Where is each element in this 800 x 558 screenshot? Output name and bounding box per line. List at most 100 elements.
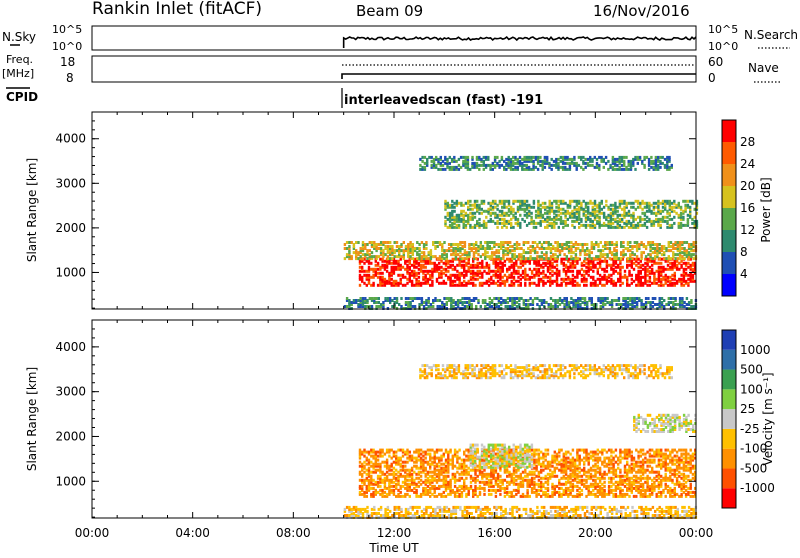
- echo-cell: [578, 156, 580, 159]
- echo-cell: [515, 469, 517, 472]
- echo-cell: [629, 249, 631, 252]
- echo-cell: [680, 212, 682, 215]
- echo-cell: [584, 243, 586, 246]
- echo-cell: [505, 253, 507, 256]
- echo-cell: [421, 160, 423, 163]
- echo-cell: [664, 200, 666, 203]
- echo-cell: [404, 451, 406, 454]
- echo-cell: [628, 226, 630, 229]
- echo-cell: [458, 224, 460, 227]
- echo-cell: [483, 469, 485, 472]
- echo-cell: [610, 212, 612, 215]
- echo-cell: [436, 264, 438, 267]
- echo-cell: [670, 301, 672, 304]
- echo-cell: [653, 202, 655, 205]
- echo-cell: [520, 266, 522, 269]
- echo-cell: [438, 262, 440, 265]
- echo-cell: [573, 220, 575, 223]
- echo-cell: [507, 305, 509, 308]
- echo-cell: [490, 479, 492, 482]
- echo-cell: [467, 206, 469, 209]
- echo-cell: [363, 461, 365, 464]
- echo-cell: [621, 200, 623, 203]
- echo-cell: [496, 208, 498, 211]
- echo-cell: [674, 297, 676, 300]
- echo-cell: [498, 297, 500, 300]
- echo-cell: [406, 282, 408, 285]
- echo-cell: [531, 276, 533, 279]
- echo-cell: [619, 260, 621, 263]
- echo-cell: [541, 299, 543, 302]
- echo-cell: [381, 471, 383, 474]
- echo-cell: [429, 449, 431, 452]
- echo-cell: [551, 471, 553, 474]
- echo-cell: [563, 278, 565, 281]
- echo-cell: [600, 156, 602, 159]
- echo-cell: [634, 245, 636, 248]
- echo-cell: [368, 459, 370, 462]
- echo-cell: [413, 461, 415, 464]
- echo-cell: [539, 247, 541, 250]
- echo-cell: [650, 210, 652, 213]
- echo-cell: [440, 449, 442, 452]
- echo-cell: [428, 251, 430, 254]
- echo-cell: [418, 297, 420, 300]
- echo-cell: [423, 305, 425, 308]
- echo-cell: [629, 253, 631, 256]
- echo-cell: [475, 257, 477, 260]
- echo-cell: [631, 257, 633, 260]
- echo-cell: [674, 247, 676, 250]
- echo-cell: [667, 264, 669, 267]
- echo-cell: [418, 449, 420, 452]
- echo-cell: [535, 489, 537, 492]
- echo-cell: [655, 202, 657, 205]
- echo-cell: [446, 301, 448, 304]
- echo-cell: [502, 299, 504, 302]
- echo-cell: [402, 485, 404, 488]
- echo-cell: [563, 247, 565, 250]
- echo-cell: [586, 243, 588, 246]
- echo-cell: [517, 166, 519, 169]
- echo-cell: [500, 241, 502, 244]
- echo-cell: [604, 241, 606, 244]
- echo-cell: [687, 204, 689, 207]
- echo-cell: [565, 270, 567, 273]
- echo-cell: [668, 166, 670, 169]
- echo-cell: [404, 487, 406, 490]
- echo-cell: [585, 278, 587, 281]
- echo-cell: [590, 266, 592, 269]
- echo-cell: [456, 479, 458, 482]
- echo-cell: [656, 270, 658, 273]
- echo-cell: [666, 210, 668, 213]
- echo-cell: [393, 280, 395, 283]
- noise-left-tick-bottom: 10^0: [52, 40, 82, 53]
- echo-cell: [434, 495, 436, 498]
- echo-cell: [469, 212, 471, 215]
- echo-cell: [452, 247, 454, 250]
- echo-cell: [662, 266, 664, 269]
- echo-cell: [472, 204, 474, 207]
- echo-cell: [391, 299, 393, 302]
- echo-cell: [416, 247, 418, 250]
- echo-cell: [448, 297, 450, 300]
- echo-cell: [402, 461, 404, 464]
- echo-cell: [428, 257, 430, 260]
- echo-cell: [461, 257, 463, 260]
- echo-cell: [643, 243, 645, 246]
- echo-cell: [542, 469, 544, 472]
- echo-cell: [429, 475, 431, 478]
- echo-cell: [515, 493, 517, 496]
- echo-cell: [447, 270, 449, 273]
- echo-cell: [366, 451, 368, 454]
- echo-cell: [605, 200, 607, 203]
- echo-cell: [369, 249, 371, 252]
- echo-cell: [444, 168, 446, 171]
- echo-cell: [381, 264, 383, 267]
- echo-cell: [499, 218, 501, 221]
- echo-cell: [470, 485, 472, 488]
- echo-cell: [634, 297, 636, 300]
- echo-cell: [440, 156, 442, 159]
- echo-cell: [391, 489, 393, 492]
- echo-cell: [511, 280, 513, 283]
- echo-cell: [513, 489, 515, 492]
